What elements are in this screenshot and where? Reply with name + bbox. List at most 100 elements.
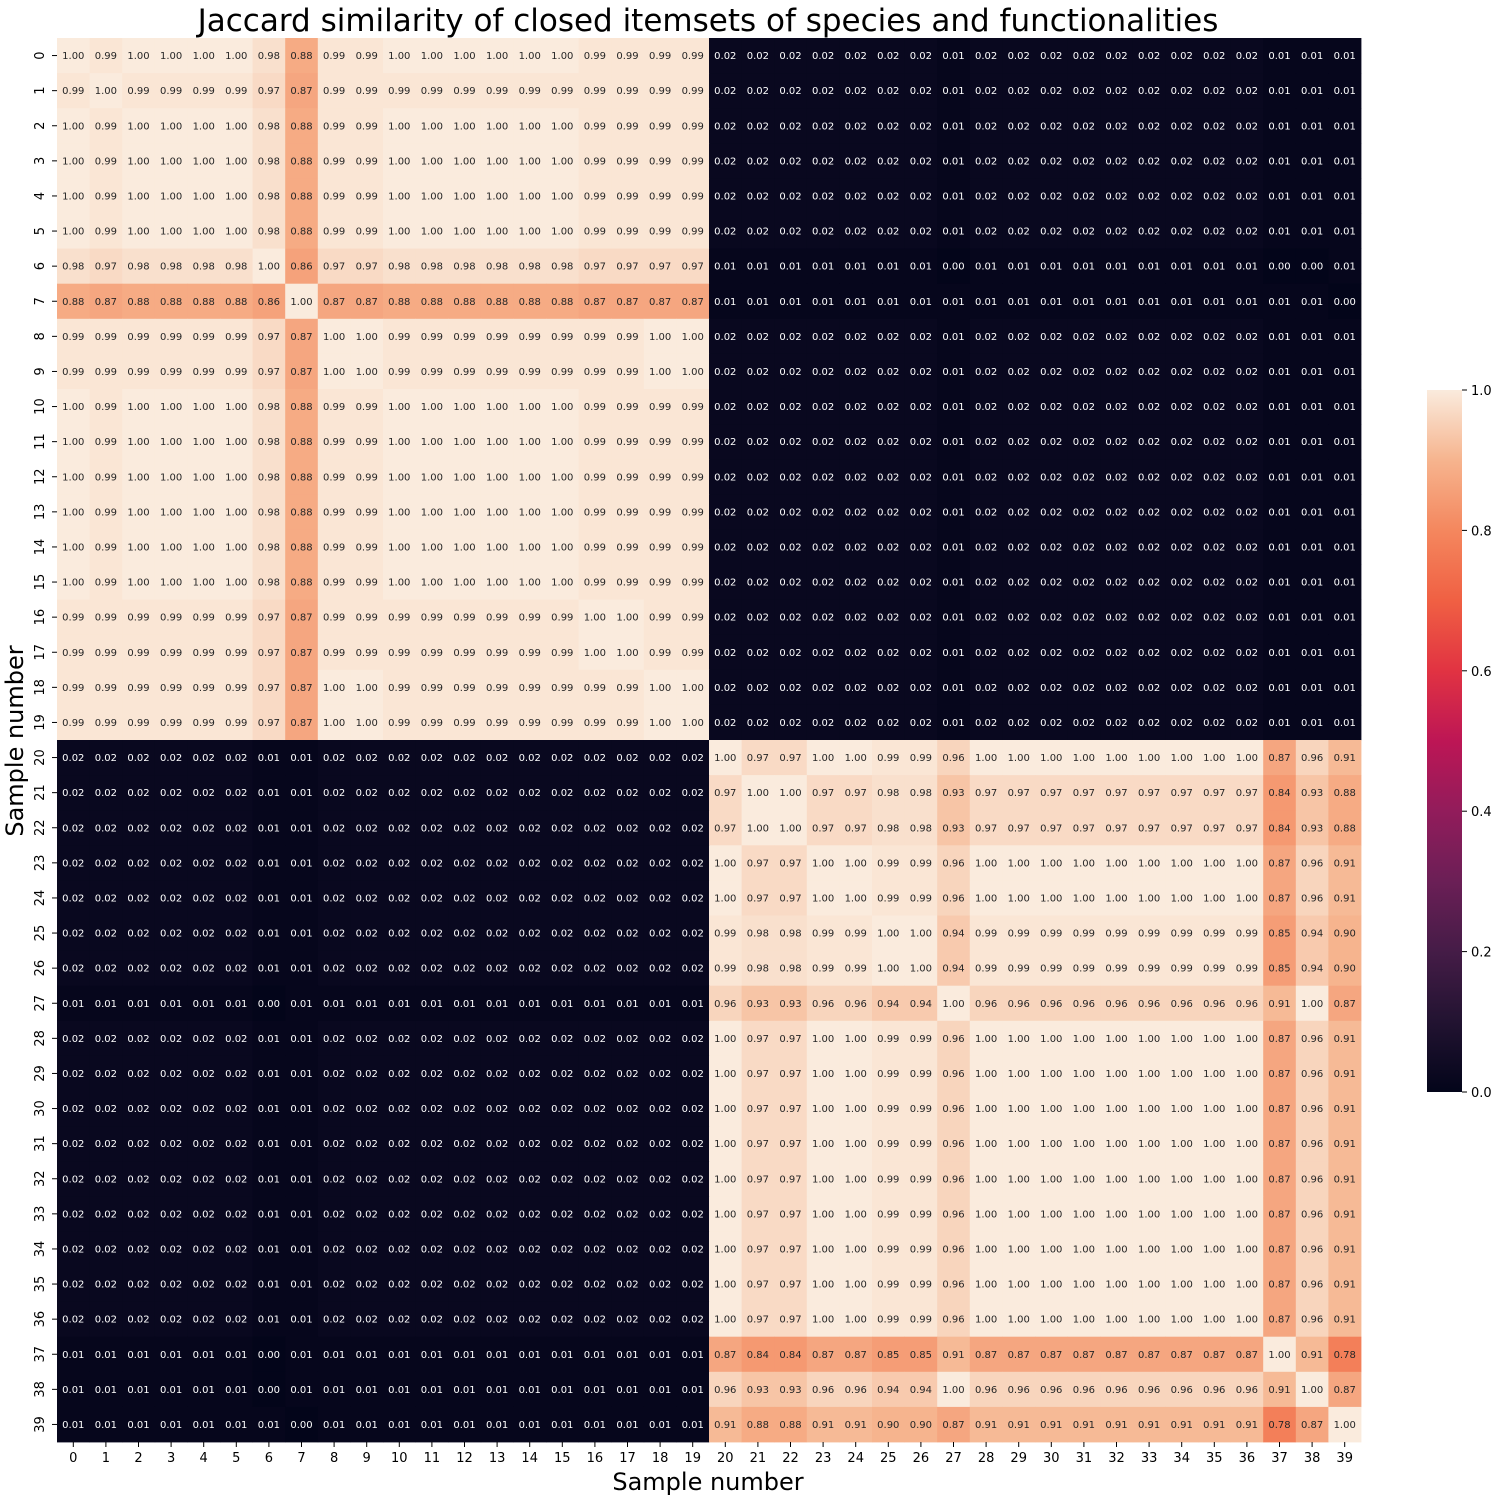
cell-value-label: 1.00 xyxy=(519,472,541,483)
cell-value-label: 0.02 xyxy=(1236,51,1258,62)
cell-value-label: 0.01 xyxy=(1334,332,1356,343)
cell-value-label: 0.01 xyxy=(942,191,964,202)
heatmap-cell xyxy=(1198,213,1231,249)
cell-value-label: 0.02 xyxy=(1105,437,1127,448)
heatmap-cell xyxy=(774,318,808,355)
cell-value-label: 0.01 xyxy=(551,1350,573,1361)
heatmap-cell xyxy=(839,529,873,565)
cell-value-label: 0.99 xyxy=(95,542,117,553)
cell-value-label: 0.02 xyxy=(127,893,149,904)
heatmap-cell xyxy=(904,740,938,776)
heatmap-cell xyxy=(1100,424,1134,460)
cell-value-label: 0.99 xyxy=(323,156,345,167)
cell-value-label: 0.02 xyxy=(975,227,997,238)
cell-value-label: 0.02 xyxy=(616,1069,638,1080)
cell-value-label: 0.99 xyxy=(1171,929,1193,940)
cell-value-label: 0.99 xyxy=(616,367,638,378)
cell-value-label: 0.99 xyxy=(225,718,247,729)
cell-value-label: 0.02 xyxy=(323,1209,345,1220)
cell-value-label: 0.02 xyxy=(649,1174,671,1185)
heatmap-cell xyxy=(904,459,938,495)
cell-value-label: 0.01 xyxy=(1268,191,1290,202)
cell-value-label: 0.99 xyxy=(95,402,117,413)
cell-value-label: 0.99 xyxy=(486,613,508,624)
cell-value-label: 0.01 xyxy=(1073,262,1095,273)
cell-value-label: 0.99 xyxy=(160,613,182,624)
heatmap-cell xyxy=(806,248,840,285)
cell-value-label: 0.01 xyxy=(290,999,312,1010)
y-tick-label: 3 xyxy=(33,157,48,165)
heatmap-cell xyxy=(643,283,677,320)
heatmap-cell xyxy=(187,704,221,741)
cell-value-label: 0.01 xyxy=(258,1244,280,1255)
heatmap-cell xyxy=(122,73,156,109)
cell-value-label: 1.00 xyxy=(421,402,443,413)
cell-value-label: 1.00 xyxy=(193,227,215,238)
heatmap-cell xyxy=(774,669,808,706)
cell-value-label: 0.02 xyxy=(1073,402,1095,413)
cell-value-label: 1.00 xyxy=(1008,893,1030,904)
heatmap-cell xyxy=(741,704,775,741)
heatmap-cell xyxy=(1035,353,1068,390)
heatmap-cell xyxy=(839,880,873,916)
heatmap-cell xyxy=(285,704,319,741)
cell-value-label: 0.02 xyxy=(1236,121,1258,132)
cell-value-label: 0.02 xyxy=(1203,51,1225,62)
heatmap-cell xyxy=(285,915,319,951)
cell-value-label: 1.00 xyxy=(845,1174,867,1185)
cell-value-label: 1.00 xyxy=(1105,1034,1127,1045)
cell-value-label: 0.96 xyxy=(1171,1385,1193,1396)
heatmap-cell xyxy=(1035,740,1068,776)
cell-value-label: 0.02 xyxy=(910,191,932,202)
cell-value-label: 1.00 xyxy=(649,367,671,378)
cell-value-label: 1.00 xyxy=(714,1104,736,1115)
heatmap-cell xyxy=(611,494,645,530)
heatmap-cell xyxy=(1067,740,1101,776)
cell-value-label: 1.00 xyxy=(1203,1244,1225,1255)
cell-value-label: 0.01 xyxy=(1236,297,1258,308)
heatmap-cell xyxy=(611,669,645,706)
cell-value-label: 0.02 xyxy=(1105,718,1127,729)
heatmap-cell xyxy=(578,669,612,706)
heatmap-cell xyxy=(1100,459,1134,495)
cell-value-label: 0.01 xyxy=(1301,683,1323,694)
heatmap-cell xyxy=(839,810,873,846)
heatmap-cell xyxy=(1067,494,1101,530)
cell-value-label: 1.00 xyxy=(714,1174,736,1185)
cell-value-label: 0.96 xyxy=(942,1244,964,1255)
cell-value-label: 1.00 xyxy=(1203,1209,1225,1220)
heatmap-cell xyxy=(448,564,482,600)
heatmap-cell xyxy=(546,669,579,706)
cell-value-label: 1.00 xyxy=(1203,1034,1225,1045)
heatmap-cell xyxy=(1198,775,1231,811)
cell-value-label: 0.96 xyxy=(1105,999,1127,1010)
cell-value-label: 1.00 xyxy=(649,332,671,343)
cell-value-label: 0.99 xyxy=(356,472,378,483)
cell-value-label: 0.02 xyxy=(714,578,736,589)
cell-value-label: 0.99 xyxy=(388,86,410,97)
cell-value-label: 1.00 xyxy=(1073,1209,1095,1220)
heatmap-cell xyxy=(317,248,351,285)
cell-value-label: 0.01 xyxy=(323,1385,345,1396)
cell-value-label: 0.88 xyxy=(290,578,312,589)
x-tick-label: 12 xyxy=(456,1451,473,1466)
heatmap-cell xyxy=(904,283,938,320)
cell-value-label: 0.99 xyxy=(519,367,541,378)
cell-value-label: 0.02 xyxy=(453,823,475,834)
heatmap-cell xyxy=(1165,38,1199,74)
heatmap-cell xyxy=(1100,529,1134,565)
heatmap-cell xyxy=(1198,108,1231,144)
cell-value-label: 0.02 xyxy=(747,507,769,518)
cell-value-label: 0.99 xyxy=(356,648,378,659)
cell-value-label: 0.02 xyxy=(616,788,638,799)
heatmap-cell xyxy=(611,704,645,741)
cell-value-label: 0.02 xyxy=(388,1209,410,1220)
heatmap-cell xyxy=(643,213,677,249)
cell-value-label: 0.01 xyxy=(127,999,149,1010)
heatmap-cell xyxy=(513,73,547,109)
cell-value-label: 0.97 xyxy=(1171,823,1193,834)
heatmap-cell xyxy=(741,494,775,530)
cell-value-label: 0.02 xyxy=(616,1244,638,1255)
cell-value-label: 0.99 xyxy=(910,1069,932,1080)
cell-value-label: 1.00 xyxy=(127,156,149,167)
